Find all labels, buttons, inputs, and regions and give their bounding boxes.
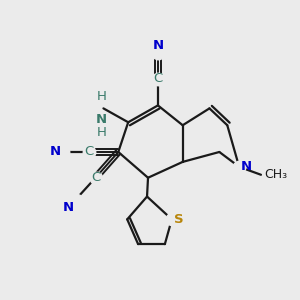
Text: C: C [84,146,93,158]
Text: N: N [63,200,74,214]
Text: C: C [91,171,100,184]
Text: C: C [153,72,163,85]
Text: N: N [96,113,107,126]
Text: N: N [241,160,252,173]
Text: CH₃: CH₃ [264,168,287,181]
Text: N: N [152,39,164,52]
Text: H: H [97,90,106,104]
Text: H: H [97,126,106,139]
Text: S: S [174,213,183,226]
Text: N: N [50,146,61,158]
